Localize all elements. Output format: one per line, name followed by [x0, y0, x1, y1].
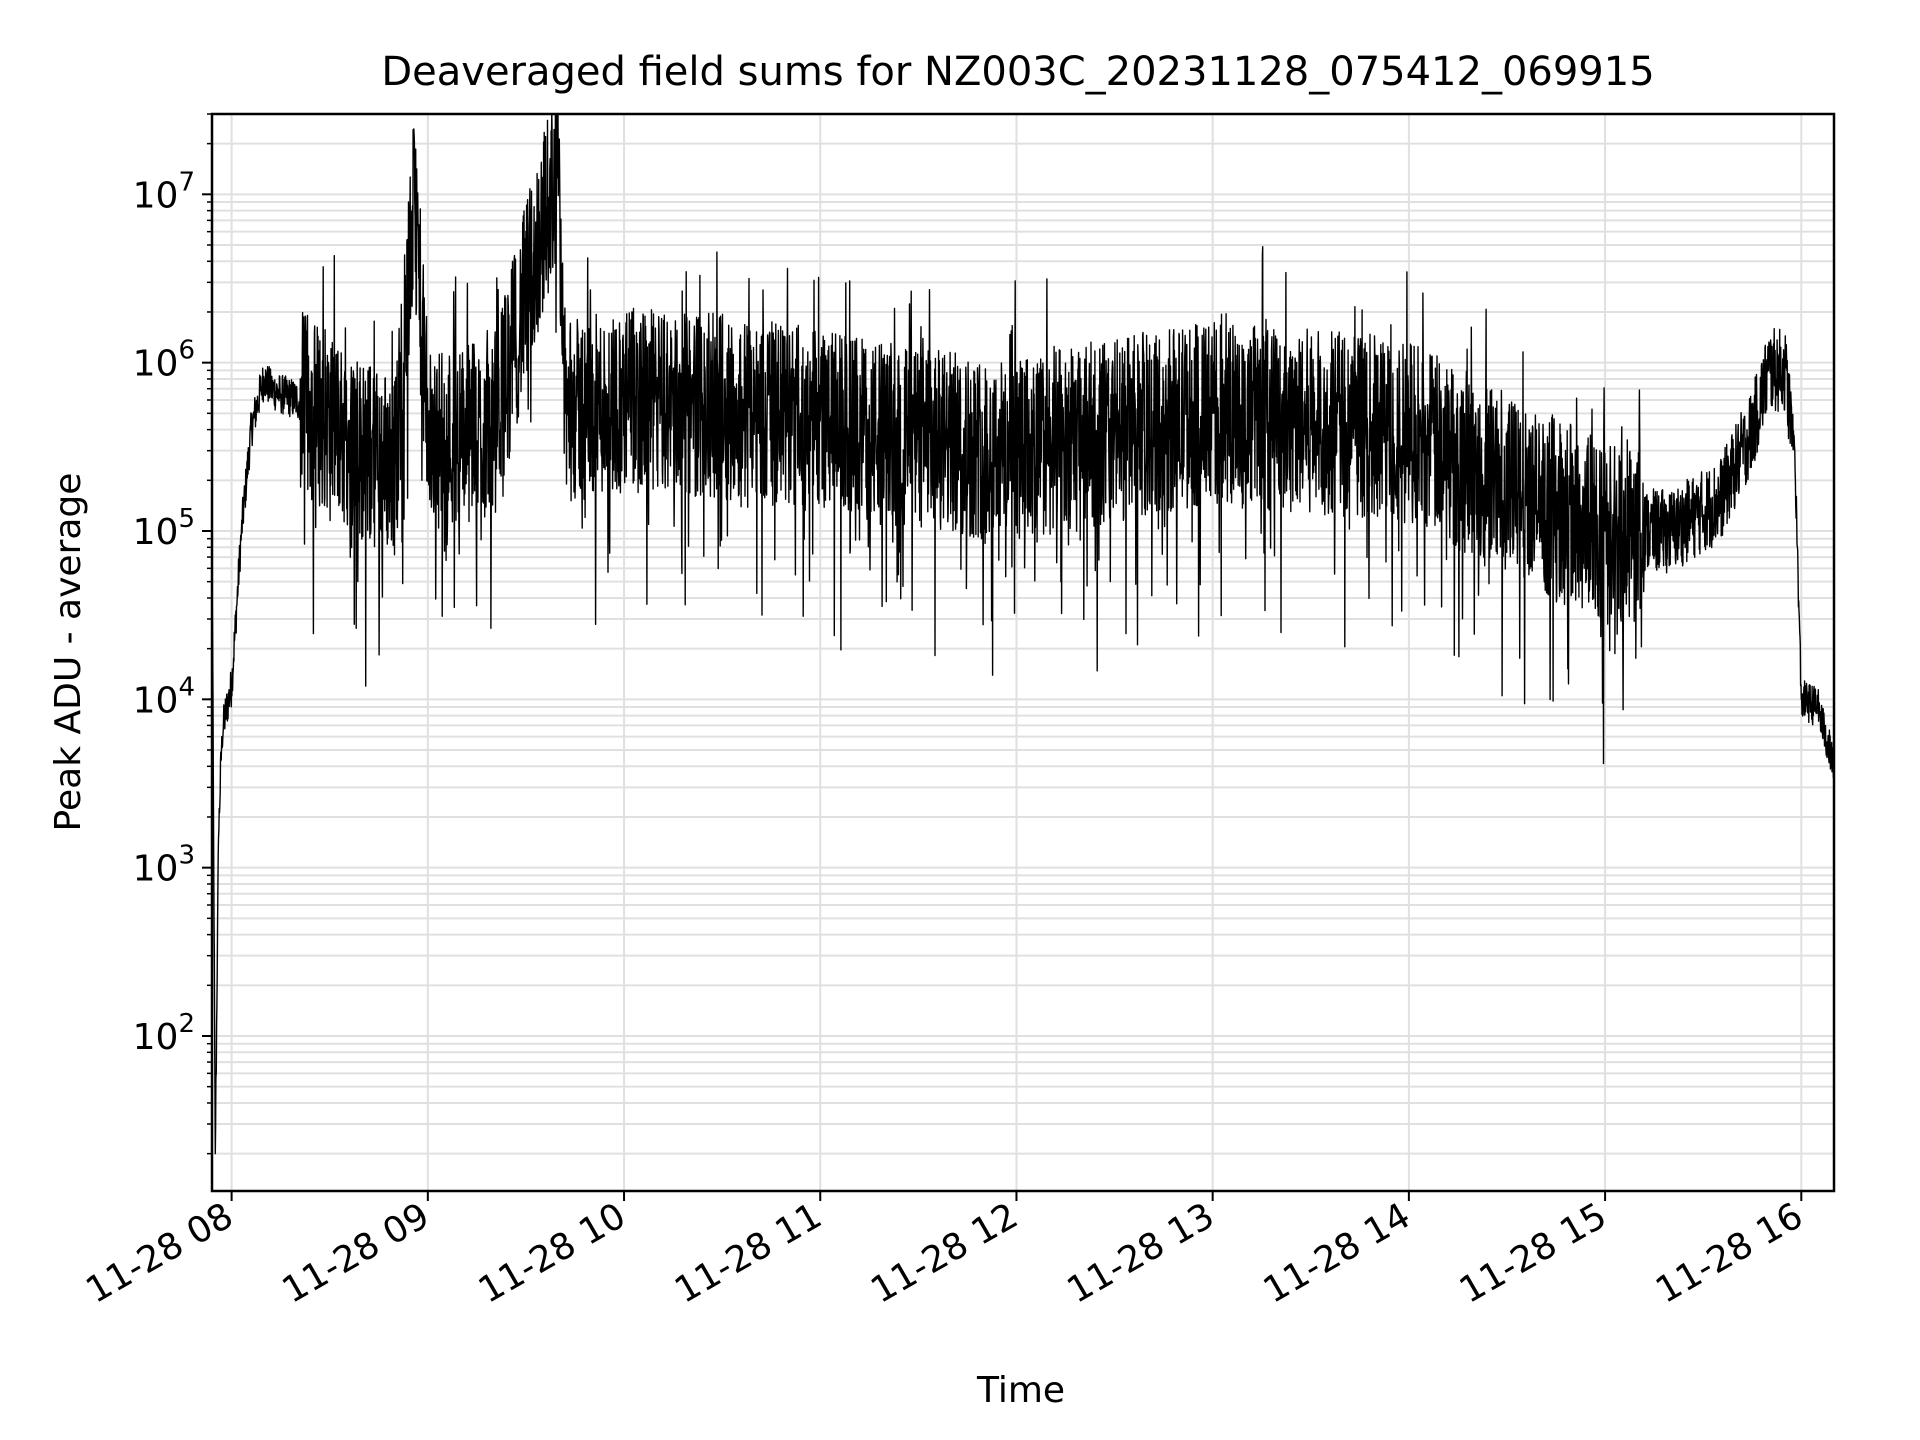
y-tick-label: 106: [133, 336, 195, 385]
x-tick-label: 11-28 14: [1257, 1195, 1418, 1311]
y-tick-label: 107: [133, 167, 195, 216]
x-tick-label: 11-28 09: [276, 1195, 437, 1311]
grid: [212, 113, 1834, 1191]
chart-title: Deaveraged field sums for NZ003C_2023112…: [381, 49, 1654, 95]
x-tick-label: 11-28 15: [1453, 1195, 1614, 1311]
y-axis: 102 103 104 105 106 107: [133, 113, 212, 1155]
x-tick-label: 11-28 12: [864, 1195, 1025, 1311]
plot-line: [211, 113, 1835, 1155]
plot-frame: [210, 112, 1836, 1193]
x-tick-label: 11-28 10: [472, 1195, 633, 1311]
series-line: [211, 113, 1835, 1155]
y-tick-label: 104: [133, 672, 195, 721]
x-axis: 11-28 08 11-28 09 11-28 10 11-28 11 11-28 12…: [79, 1191, 1810, 1312]
y-tick-label: 102: [133, 1009, 195, 1058]
y-tick-label: 105: [133, 504, 195, 553]
y-axis-label: Peak ADU - average: [48, 473, 89, 832]
y-tick-label: 103: [133, 841, 195, 890]
x-tick-label: 11-28 11: [668, 1195, 829, 1311]
x-axis-label: Time: [976, 1370, 1065, 1411]
x-tick-label: 11-28 16: [1649, 1195, 1810, 1311]
x-tick-label: 11-28 13: [1060, 1195, 1221, 1311]
x-tick-label: 11-28 08: [79, 1195, 240, 1311]
